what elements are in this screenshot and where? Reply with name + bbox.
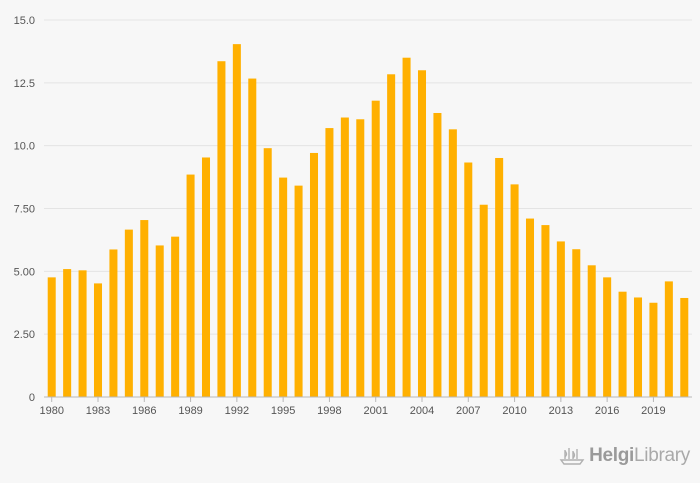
bar[interactable] (63, 269, 72, 397)
bar[interactable] (325, 128, 334, 397)
x-tick-label: 2019 (641, 405, 665, 417)
y-tick-label: 2.50 (14, 329, 35, 341)
x-tick-label: 1986 (132, 405, 156, 417)
axes: 0 2.50 5.00 7.50 10.0 12.5 15.0 1980 1983 1986 198… (14, 15, 692, 417)
bar[interactable] (464, 162, 473, 397)
bar[interactable] (618, 291, 627, 397)
x-tick-label: 2001 (363, 405, 387, 417)
bar[interactable] (279, 177, 288, 397)
x-tick-label: 2007 (456, 405, 480, 417)
bar[interactable] (495, 157, 504, 397)
bar[interactable] (124, 229, 133, 397)
x-tick-label: 1989 (178, 405, 202, 417)
ship-logo-icon (559, 448, 585, 465)
bar[interactable] (387, 74, 396, 398)
bar[interactable] (402, 57, 411, 397)
x-tick-label: 2004 (410, 405, 434, 417)
bar[interactable] (664, 281, 673, 397)
bar[interactable] (47, 277, 56, 397)
logo-word-library: Library (634, 445, 690, 466)
bar[interactable] (248, 78, 257, 397)
logo-text: HelgiLibrary (589, 445, 690, 467)
logo-word-helgi: Helgi (589, 445, 635, 466)
x-tick-label: 1980 (39, 405, 63, 417)
bar[interactable] (232, 44, 241, 398)
bar[interactable] (93, 283, 103, 397)
bar[interactable] (556, 241, 565, 397)
x-tick-label: 1983 (86, 405, 110, 417)
bar[interactable] (680, 297, 689, 397)
x-tick-label: 2016 (595, 405, 619, 417)
bar[interactable] (371, 100, 380, 397)
x-tick-label: 2013 (549, 405, 573, 417)
y-tick-label: 15.0 (14, 15, 35, 27)
bar[interactable] (479, 204, 488, 397)
bar[interactable] (448, 129, 457, 397)
bar[interactable] (309, 152, 319, 397)
bar[interactable] (201, 157, 211, 397)
bar[interactable] (417, 70, 427, 398)
bar[interactable] (603, 277, 612, 397)
bar[interactable] (217, 61, 226, 398)
bar[interactable] (633, 297, 643, 397)
bar[interactable] (109, 249, 118, 397)
x-tick-label: 1995 (271, 405, 295, 417)
bar[interactable] (294, 185, 303, 397)
bar[interactable] (140, 220, 149, 397)
bars (47, 44, 689, 398)
bar[interactable] (186, 174, 195, 397)
bar[interactable] (433, 112, 442, 397)
bar[interactable] (649, 302, 658, 397)
y-tick-label: 10.0 (14, 141, 35, 153)
x-tick-label: 1998 (317, 405, 341, 417)
bar[interactable] (356, 119, 365, 397)
bar[interactable] (587, 265, 596, 397)
bar[interactable] (78, 270, 87, 397)
bar[interactable] (525, 218, 535, 397)
x-tick-label: 1992 (225, 405, 249, 417)
bar[interactable] (263, 148, 272, 397)
bar[interactable] (510, 184, 519, 397)
bar[interactable] (340, 117, 349, 397)
x-tick-label: 2010 (502, 405, 526, 417)
bar[interactable] (155, 245, 164, 397)
bar[interactable] (572, 249, 581, 397)
y-tick-label: 7.50 (14, 204, 35, 216)
y-tick-label: 5.00 (14, 266, 35, 278)
gridlines (44, 19, 692, 335)
y-tick-label: 0 (29, 392, 35, 404)
bar[interactable] (171, 236, 180, 397)
y-tick-label: 12.5 (14, 78, 35, 90)
bar[interactable] (541, 225, 550, 397)
helgi-library-logo: HelgiLibrary (559, 445, 690, 467)
